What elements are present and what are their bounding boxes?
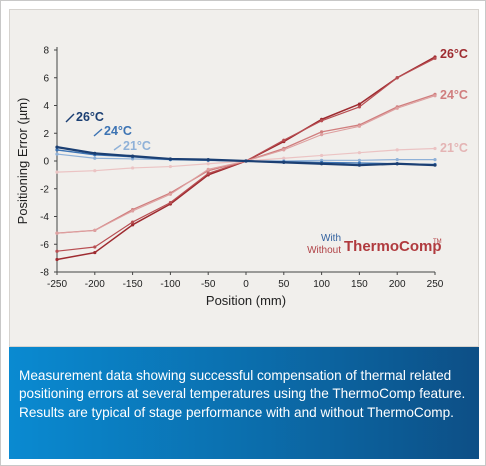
data-point xyxy=(168,192,172,196)
data-point xyxy=(433,94,437,98)
x-tick-label: -50 xyxy=(201,279,216,290)
data-point xyxy=(282,156,286,160)
data-point xyxy=(131,223,135,227)
data-point xyxy=(131,166,135,170)
legend-without: Without xyxy=(307,245,341,256)
data-point xyxy=(131,209,135,213)
x-tick-label: -150 xyxy=(123,279,143,290)
data-point xyxy=(320,130,324,134)
label-26c-without: 26°C xyxy=(440,47,468,61)
data-point xyxy=(93,156,97,160)
data-point xyxy=(93,228,97,232)
data-point xyxy=(357,105,361,109)
label-leader xyxy=(65,113,75,123)
data-point xyxy=(244,159,248,163)
data-point xyxy=(282,160,286,164)
data-point xyxy=(320,119,324,123)
x-tick-label: 200 xyxy=(389,279,406,290)
label-26c-with: 26°C xyxy=(76,110,104,124)
data-point xyxy=(320,162,324,166)
data-point xyxy=(55,231,59,235)
data-point xyxy=(55,152,59,156)
data-point xyxy=(131,220,135,224)
y-tick-label: 2 xyxy=(43,129,49,140)
data-point xyxy=(168,164,172,169)
data-point xyxy=(395,148,399,152)
data-point xyxy=(93,151,97,155)
data-point xyxy=(357,158,361,162)
x-tick-label: 150 xyxy=(351,279,368,290)
x-tick-label: -100 xyxy=(160,279,180,290)
x-tick-label: 100 xyxy=(313,279,330,290)
data-point xyxy=(395,76,399,80)
data-point xyxy=(395,162,399,166)
x-tick-label: 50 xyxy=(278,279,290,290)
data-point xyxy=(395,158,399,162)
y-tick-label: 6 xyxy=(43,73,49,84)
label-21c-with: 21°C xyxy=(123,139,151,153)
data-point xyxy=(433,158,437,162)
data-point xyxy=(357,124,361,128)
data-point xyxy=(357,102,361,106)
legend-with: With xyxy=(321,233,341,244)
data-point xyxy=(433,56,437,60)
caption-text: Measurement data showing successful comp… xyxy=(19,368,466,420)
caption-panel: Measurement data showing successful comp… xyxy=(9,347,479,459)
y-tick-label: 8 xyxy=(43,46,49,57)
data-point xyxy=(206,158,210,162)
data-point xyxy=(93,169,97,173)
data-point xyxy=(131,154,135,158)
data-point xyxy=(433,163,437,167)
data-point xyxy=(55,148,59,152)
x-tick-label: -200 xyxy=(85,279,105,290)
data-point xyxy=(282,148,286,152)
label-21c-without: 21°C xyxy=(440,141,468,155)
data-point xyxy=(93,245,97,249)
y-tick-label: -2 xyxy=(40,184,49,195)
data-point xyxy=(320,153,324,158)
label-24c-with: 24°C xyxy=(104,124,132,138)
label-24c-without: 24°C xyxy=(440,88,468,102)
data-point xyxy=(206,162,210,166)
data-point xyxy=(55,249,59,253)
label-leader xyxy=(113,144,122,151)
label-leader xyxy=(93,128,103,137)
data-point xyxy=(168,201,172,205)
data-point xyxy=(55,145,59,149)
x-tick-label: -250 xyxy=(47,279,67,290)
x-tick-label: 0 xyxy=(243,279,249,290)
legend-trademark: TM xyxy=(433,239,442,245)
y-tick-label: 0 xyxy=(43,157,49,168)
data-point xyxy=(93,250,97,255)
chart-area: 8 6 4 2 0 -2 -4 -6 -8 -250 -200 -150 -100 -50 0 50 100 15… xyxy=(9,9,479,347)
data-point xyxy=(320,133,324,137)
data-point xyxy=(433,146,437,151)
data-point xyxy=(395,106,399,110)
data-point xyxy=(357,151,361,155)
y-tick-label: 4 xyxy=(43,101,49,112)
x-axis-label: Position (mm) xyxy=(206,293,286,308)
y-tick-label: -6 xyxy=(40,240,49,251)
data-point xyxy=(206,171,210,176)
y-tick-label: -4 xyxy=(40,212,49,223)
legend-brand-thermocomp: ThermoComp xyxy=(344,238,442,255)
data-point xyxy=(357,163,361,167)
data-point xyxy=(55,257,59,262)
y-tick-label: -8 xyxy=(40,268,49,279)
data-point xyxy=(55,170,59,174)
line-chart: 8 6 4 2 0 -2 -4 -6 -8-250 -200 -150 -100 -50 0 50 100 15… xyxy=(15,46,468,309)
x-tick-label: 250 xyxy=(427,279,444,290)
data-point xyxy=(206,167,210,171)
y-axis-label: Positioning Error (µm) xyxy=(15,98,30,225)
data-point xyxy=(282,138,286,142)
data-point xyxy=(168,157,172,161)
